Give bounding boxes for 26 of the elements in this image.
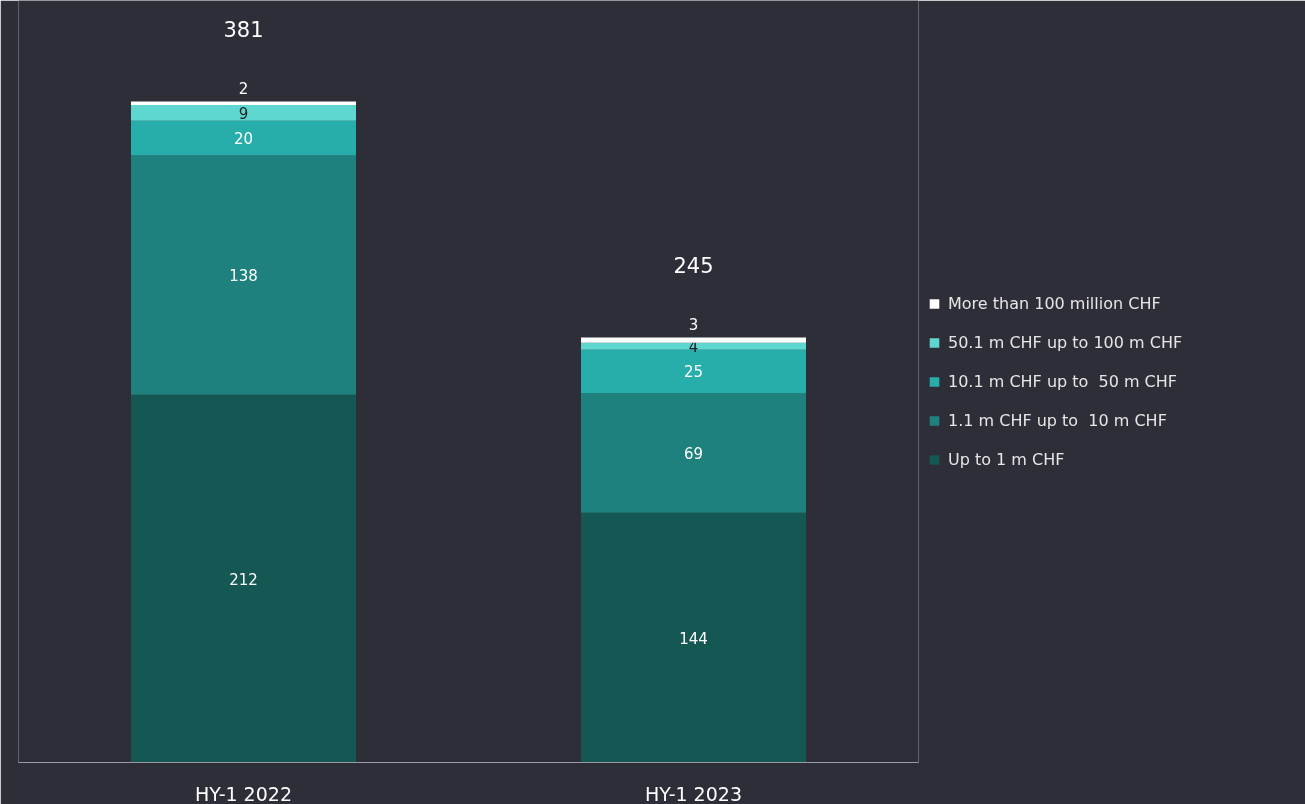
bar (581, 337, 806, 343)
total-label: 381 (223, 17, 264, 42)
data-label: 138 (229, 267, 258, 286)
x-tick-label: HY-1 2022 (195, 782, 292, 804)
legend-label: 1.1 m CHF up to 10 m CHF (948, 410, 1167, 430)
legend-label: 50.1 m CHF up to 100 m CHF (948, 332, 1183, 352)
bar (581, 393, 806, 513)
total-label: 245 (673, 253, 714, 278)
data-label: 69 (683, 444, 704, 463)
bar (581, 512, 806, 763)
legend-label: 10.1 m CHF up to 50 m CHF (948, 371, 1178, 391)
data-label: 20 (233, 130, 254, 149)
bar (131, 155, 356, 395)
data-label: 3 (688, 315, 699, 334)
x-tick-label: HY-1 2023 (645, 782, 742, 804)
bar (131, 394, 356, 763)
data-label: 25 (683, 363, 704, 382)
legend-label: More than 100 million CHF (948, 293, 1161, 313)
data-label: 212 (229, 570, 258, 589)
bar (131, 120, 356, 156)
bar (131, 105, 356, 121)
data-label: 2 (238, 79, 249, 98)
data-label: 9 (238, 104, 249, 123)
bar (581, 342, 806, 350)
data-label: 144 (679, 629, 708, 648)
legend-label: Up to 1 m CHF (948, 449, 1065, 469)
